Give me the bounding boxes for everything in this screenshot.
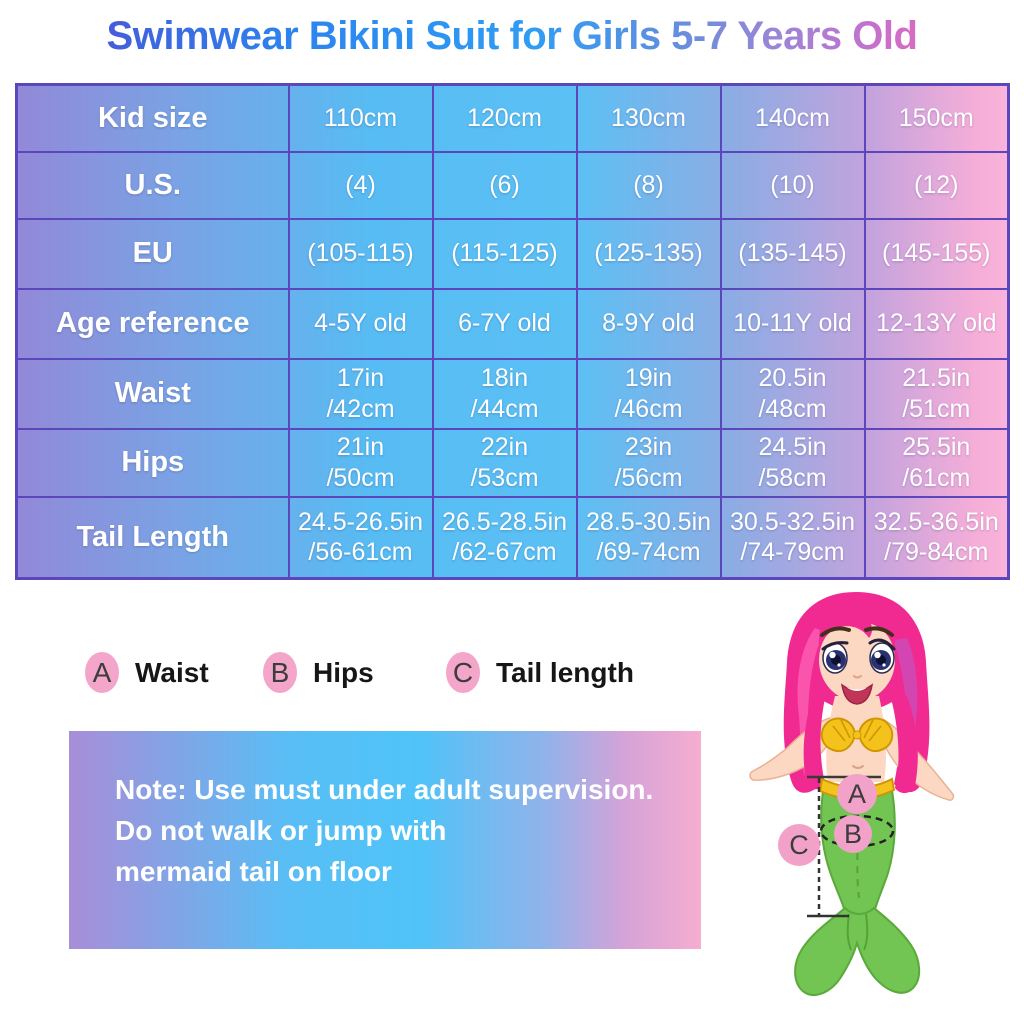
size-table-cell: 6-7Y old xyxy=(431,287,578,360)
marker-a-badge: A xyxy=(85,652,119,693)
size-table-row-label: Age reference xyxy=(15,287,290,360)
marker-a-circle xyxy=(837,774,877,814)
size-table-cell: (8) xyxy=(575,150,722,220)
marker-b-circle xyxy=(834,815,872,853)
note-line: Note: Use must under adult supervision. xyxy=(115,774,654,805)
size-table: Kid size 110cm 120cm 130cm 140cm 150cm U.S. (4)… xyxy=(15,83,1010,580)
note-line: Do not walk or jump with xyxy=(115,815,447,846)
size-table-cell: 25.5in /61cm xyxy=(863,427,1010,498)
legend-label-tail-length: Tail length xyxy=(496,656,634,688)
size-table-row: Age reference 4-5Y old 6-7Y old 8-9Y old 10-… xyxy=(15,287,1010,360)
size-table-cell: 8-9Y old xyxy=(575,287,722,360)
size-table-cell: (135-145) xyxy=(719,217,866,290)
size-table-cell: (4) xyxy=(287,150,434,220)
size-table-cell: 4-5Y old xyxy=(287,287,434,360)
size-table-row-label: Hips xyxy=(15,427,290,498)
size-table-row-label: Kid size xyxy=(15,83,290,153)
size-table-body: Kid size 110cm 120cm 130cm 140cm 150cm U.S. (4)… xyxy=(15,83,1010,580)
marker-c-badge: C xyxy=(446,652,480,693)
page-title: Swimwear Bikini Suit for Girls 5-7 Years… xyxy=(0,14,1024,59)
size-table-cell: (12) xyxy=(863,150,1010,220)
size-table-cell: (10) xyxy=(719,150,866,220)
mermaid-svg: A B C xyxy=(749,592,955,996)
size-table-row: Tail Length 24.5-26.5in /56-61cm 26.5-28.5… xyxy=(15,495,1010,580)
size-table-cell: (105-115) xyxy=(287,217,434,290)
size-table-row: EU (105-115) (115-125) (125-135) (135-145) (1… xyxy=(15,217,1010,290)
size-table-cell: 20.5in /48cm xyxy=(719,357,866,430)
size-table-cell: (6) xyxy=(431,150,578,220)
legend-label-waist: Waist xyxy=(135,656,209,688)
marker-b-letter: B xyxy=(844,819,862,849)
size-table-cell: 30.5-32.5in /74-79cm xyxy=(719,495,866,580)
size-table-cell: 28.5-30.5in /69-74cm xyxy=(575,495,722,580)
size-table-row: Kid size 110cm 120cm 130cm 140cm 150cm xyxy=(15,83,1010,153)
note-box: Note: Use must under adult supervision. … xyxy=(69,731,701,949)
size-table-cell: 24.5-26.5in /56-61cm xyxy=(287,495,434,580)
size-table-row: Waist 17in /42cm 18in /44cm 19in /46cm 20.5i… xyxy=(15,357,1010,430)
size-table-cell: 21in /50cm xyxy=(287,427,434,498)
legend-item-tail-length: C Tail length xyxy=(446,652,634,693)
marker-a-letter: A xyxy=(848,779,866,809)
size-table-cell: 32.5-36.5in /79-84cm xyxy=(863,495,1010,580)
size-table-cell: 22in /53cm xyxy=(431,427,578,498)
size-table-cell: 17in /42cm xyxy=(287,357,434,430)
size-table-row-label: U.S. xyxy=(15,150,290,220)
size-table-cell: 110cm xyxy=(287,83,434,153)
size-table-cell: (145-155) xyxy=(863,217,1010,290)
marker-c-letter: C xyxy=(789,830,809,860)
legend-label-hips: Hips xyxy=(313,656,374,688)
size-table-cell: 26.5-28.5in /62-67cm xyxy=(431,495,578,580)
size-table-row-label: Waist xyxy=(15,357,290,430)
size-table-cell: 12-13Y old xyxy=(863,287,1010,360)
legend-item-hips: B Hips xyxy=(263,652,374,693)
size-table-row-label: EU xyxy=(15,217,290,290)
marker-c-circle xyxy=(778,824,820,866)
size-table-row: Hips 21in /50cm 22in /53cm 23in /56cm 24.5in… xyxy=(15,427,1010,498)
size-table-cell: 10-11Y old xyxy=(719,287,866,360)
size-table-cell: 19in /46cm xyxy=(575,357,722,430)
size-table-cell: (115-125) xyxy=(431,217,578,290)
note-line: mermaid tail on floor xyxy=(115,856,392,887)
size-table-row: U.S. (4) (6) (8) (10) (12) xyxy=(15,150,1010,220)
mermaid-illustration: A B C xyxy=(695,588,1015,1024)
marker-b-badge: B xyxy=(263,652,297,693)
size-table-cell: (125-135) xyxy=(575,217,722,290)
size-table-cell: 150cm xyxy=(863,83,1010,153)
size-table-cell: 140cm xyxy=(719,83,866,153)
size-table-cell: 23in /56cm xyxy=(575,427,722,498)
legend-item-waist: A Waist xyxy=(85,652,209,693)
size-table-cell: 130cm xyxy=(575,83,722,153)
size-table-cell: 24.5in /58cm xyxy=(719,427,866,498)
size-table-cell: 120cm xyxy=(431,83,578,153)
size-table-cell: 21.5in /51cm xyxy=(863,357,1010,430)
measurement-legend: A Waist B Hips C Tail length xyxy=(0,652,720,700)
size-table-cell: 18in /44cm xyxy=(431,357,578,430)
size-table-row-label: Tail Length xyxy=(15,495,290,580)
